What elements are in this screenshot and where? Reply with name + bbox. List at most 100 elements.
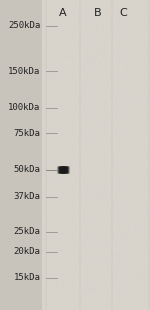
Point (68, 183, 70, 188)
Point (117, 253, 119, 258)
Point (79, 28, 82, 33)
Point (81, 34, 83, 39)
Point (72, 257, 75, 262)
Point (113, 157, 115, 162)
Point (50, 299, 53, 304)
Point (66, 189, 68, 194)
Point (103, 128, 105, 133)
Point (111, 279, 113, 284)
Point (103, 177, 105, 182)
Point (84, 218, 87, 223)
Point (124, 293, 126, 298)
Point (88, 206, 91, 211)
Point (96, 276, 98, 281)
Point (105, 168, 107, 173)
Point (78, 211, 81, 216)
Point (107, 217, 109, 222)
Point (62, 272, 64, 277)
Point (126, 261, 129, 266)
Point (44, 183, 46, 188)
Point (104, 195, 107, 200)
Point (108, 190, 110, 195)
Point (64, 76, 66, 81)
Point (90, 203, 93, 208)
Point (59, 219, 62, 224)
Point (80, 37, 82, 42)
Point (81, 79, 83, 84)
Point (113, 139, 116, 144)
Point (109, 82, 111, 87)
Point (108, 223, 111, 228)
Point (101, 197, 103, 202)
Point (135, 231, 137, 236)
Point (71, 101, 73, 106)
Point (92, 71, 95, 76)
Point (96, 93, 98, 98)
Point (43, 264, 45, 268)
Point (70, 26, 72, 31)
Point (99, 160, 101, 165)
Point (91, 286, 94, 291)
Point (123, 294, 126, 299)
Point (56, 87, 59, 92)
Point (101, 240, 103, 245)
Point (51, 229, 53, 234)
Point (45, 282, 48, 287)
Point (68, 245, 70, 250)
Point (76, 241, 79, 246)
Point (133, 34, 136, 39)
Point (124, 6, 126, 11)
Point (51, 74, 53, 79)
Point (130, 167, 132, 172)
Point (59, 115, 62, 120)
Point (141, 100, 144, 105)
Point (119, 46, 122, 51)
Point (71, 197, 73, 202)
Point (97, 19, 99, 24)
Point (108, 231, 110, 236)
Point (102, 143, 104, 148)
Point (99, 109, 102, 114)
Point (146, 11, 148, 16)
Point (114, 126, 116, 131)
Point (80, 151, 82, 156)
Point (111, 59, 114, 64)
Point (129, 214, 131, 219)
Point (134, 157, 136, 162)
Point (51, 71, 53, 76)
Point (69, 201, 71, 206)
Point (90, 94, 93, 99)
Point (130, 21, 133, 26)
Point (127, 144, 129, 149)
Point (88, 295, 90, 300)
Point (60, 131, 62, 136)
Point (125, 60, 127, 65)
Point (69, 70, 71, 75)
Point (48, 29, 51, 34)
Point (95, 124, 98, 129)
Point (119, 297, 121, 302)
Point (144, 130, 147, 135)
Point (129, 37, 131, 42)
Point (143, 293, 146, 298)
Point (58, 146, 60, 151)
Point (130, 232, 133, 237)
Point (72, 6, 75, 11)
Point (61, 248, 63, 253)
Point (44, 99, 46, 104)
Point (50, 166, 53, 171)
Point (80, 229, 82, 234)
Point (124, 96, 127, 101)
Point (118, 233, 121, 238)
Point (97, 90, 99, 95)
Point (130, 15, 132, 20)
Point (70, 130, 72, 135)
Point (144, 91, 146, 96)
Point (113, 129, 116, 134)
Point (113, 208, 115, 213)
Point (72, 84, 74, 89)
Point (112, 61, 114, 66)
Point (76, 178, 78, 183)
Point (110, 196, 112, 201)
Point (94, 151, 97, 156)
